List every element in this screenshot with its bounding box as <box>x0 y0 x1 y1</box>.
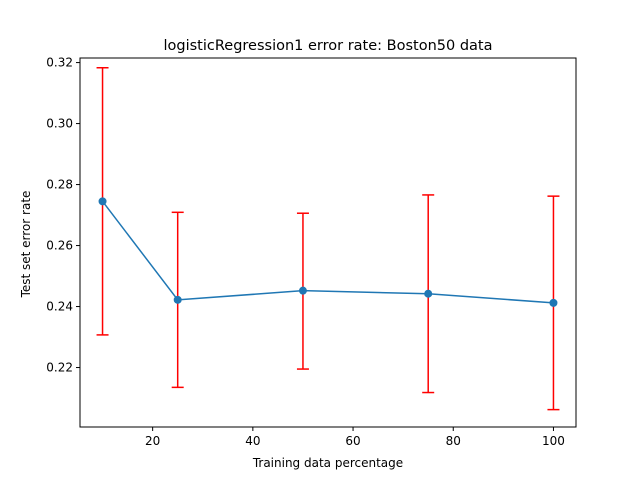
data-point <box>98 197 107 206</box>
x-axis-label: Training data percentage <box>252 456 403 470</box>
y-tick-label: 0.32 <box>46 56 73 70</box>
y-tick-label: 0.26 <box>46 239 73 253</box>
x-tick-label: 80 <box>446 434 461 448</box>
x-tick-label: 100 <box>542 434 565 448</box>
data-point <box>173 295 182 304</box>
x-tick-label: 20 <box>145 434 160 448</box>
y-axis-label: Test set error rate <box>19 191 33 299</box>
y-tick-label: 0.22 <box>46 361 73 375</box>
data-point <box>549 298 558 307</box>
data-point <box>298 286 307 295</box>
y-tick-label: 0.28 <box>46 178 73 192</box>
chart-title: logisticRegression1 error rate: Boston50… <box>163 38 492 54</box>
x-tick-label: 40 <box>245 434 260 448</box>
x-tick-label: 60 <box>345 434 360 448</box>
series <box>98 197 558 307</box>
x-axis: 20 40 60 80 100 <box>145 427 565 448</box>
plot-frame <box>79 57 577 428</box>
y-tick-label: 0.24 <box>46 300 73 314</box>
plot-area <box>79 57 577 428</box>
data-point <box>424 289 433 298</box>
y-axis: 0.22 0.24 0.26 0.28 0.30 0.32 <box>46 56 80 375</box>
y-tick-label: 0.30 <box>46 117 73 131</box>
